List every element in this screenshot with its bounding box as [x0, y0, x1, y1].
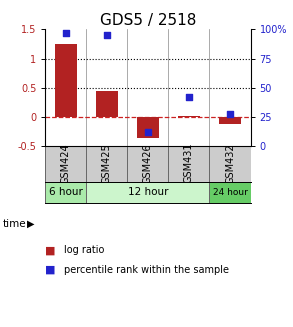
Text: log ratio: log ratio — [64, 245, 105, 255]
Bar — [45, 182, 86, 203]
Text: 6 hour: 6 hour — [49, 187, 83, 198]
Title: GDS5 / 2518: GDS5 / 2518 — [100, 13, 196, 28]
Text: ■: ■ — [45, 265, 56, 275]
Bar — [54, 44, 77, 117]
Text: time: time — [3, 219, 27, 229]
Text: GSM426: GSM426 — [143, 143, 153, 183]
Point — [105, 33, 109, 38]
Text: GSM432: GSM432 — [225, 143, 235, 183]
Point — [64, 30, 68, 36]
Text: GSM431: GSM431 — [184, 143, 194, 183]
Text: 12 hour: 12 hour — [128, 187, 168, 198]
Point — [187, 94, 191, 99]
Text: ■: ■ — [45, 245, 56, 255]
Text: 24 hour: 24 hour — [212, 188, 248, 197]
Point — [228, 112, 232, 117]
Text: percentile rank within the sample: percentile rank within the sample — [64, 265, 229, 275]
Bar — [96, 91, 118, 117]
Bar — [86, 182, 209, 203]
Bar — [209, 182, 251, 203]
Text: GSM425: GSM425 — [102, 143, 112, 183]
Text: GSM424: GSM424 — [61, 143, 71, 183]
Bar — [219, 117, 241, 124]
Bar — [178, 115, 200, 117]
Point — [146, 129, 150, 134]
Bar — [137, 117, 159, 138]
Text: ▶: ▶ — [27, 219, 35, 229]
